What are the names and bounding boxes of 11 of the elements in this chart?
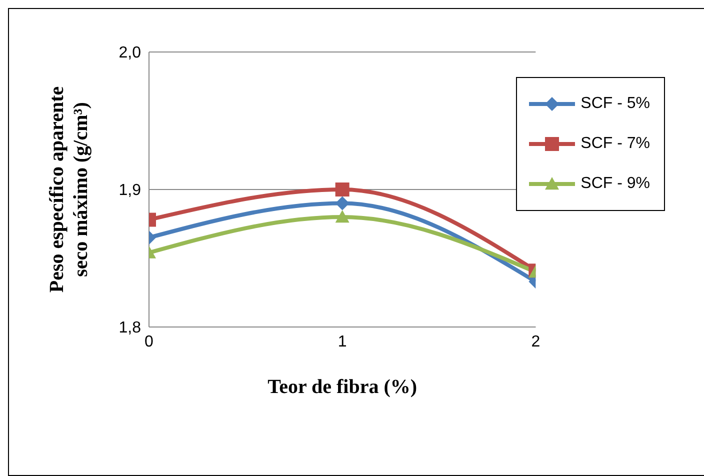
y-tick-label: 2,0 <box>118 44 142 62</box>
x-tick-label: 0 <box>144 333 154 350</box>
y-axis-title: Peso específico aparente seco máximo (g/cm³) <box>46 86 92 293</box>
y-tick-label: 1,8 <box>118 320 142 337</box>
x-tick-label: 1 <box>338 333 347 350</box>
legend-label: SCF - 7% <box>580 135 650 153</box>
x-tick-label: 2 <box>531 333 540 350</box>
legend-label: SCF - 9% <box>580 175 650 193</box>
y-tick-label: 1,9 <box>118 182 142 200</box>
x-axis-title: Teor de fibra (%) <box>268 376 418 398</box>
legend-label: SCF - 5% <box>580 95 650 113</box>
